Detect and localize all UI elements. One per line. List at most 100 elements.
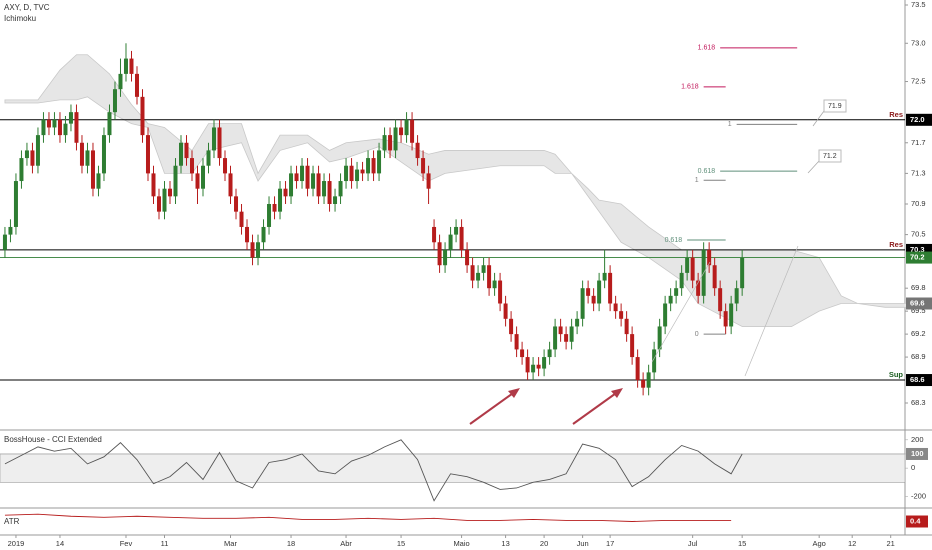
candle-body: [377, 150, 382, 174]
candle-body: [663, 303, 668, 327]
candle-body: [426, 173, 431, 189]
candle-body: [734, 288, 739, 304]
y-tick-label: 73.5: [911, 0, 926, 9]
price-tag-label: 70.2: [910, 253, 925, 262]
annotation-connector: [807, 160, 820, 174]
candle-body: [443, 249, 448, 266]
x-tick-label: 11: [161, 539, 169, 548]
cci-band: [0, 453, 906, 483]
x-tick-label: Abr: [340, 539, 352, 548]
candle-body: [8, 226, 13, 235]
candle-body: [382, 135, 387, 151]
candle-body: [162, 188, 167, 212]
atr-tick-label: 0.4: [910, 516, 921, 525]
candle-body: [509, 318, 514, 335]
y-tick-label: 68.3: [911, 398, 926, 407]
arrow: [572, 390, 620, 425]
candle-body: [740, 257, 745, 289]
x-tick-label: Mar: [224, 539, 237, 548]
candle-body: [223, 158, 228, 174]
candle-body: [657, 326, 662, 350]
candle-body: [498, 280, 503, 304]
candle-body: [24, 150, 29, 159]
candle-body: [35, 135, 40, 166]
candle-body: [366, 158, 371, 174]
arrow-head: [611, 388, 623, 398]
x-tick-label: Maio: [453, 539, 469, 548]
candle-body: [454, 226, 459, 235]
candle-body: [668, 295, 673, 304]
cci-line: [4, 439, 743, 502]
candle-body: [360, 169, 365, 174]
candle-body: [470, 265, 475, 281]
candle-body: [536, 364, 541, 369]
x-tick-label: 14: [56, 539, 64, 548]
fib-label: 1: [695, 177, 699, 184]
candle-body: [542, 357, 547, 369]
price-tag-label: 68.6: [910, 375, 925, 384]
candle-body: [476, 272, 481, 281]
candle-body: [201, 165, 206, 189]
y-tick-label: 70.9: [911, 199, 926, 208]
candle-body: [404, 119, 409, 136]
cci-tick-label: -200: [911, 491, 926, 500]
candle-body: [167, 188, 172, 197]
candle-body: [564, 334, 569, 342]
y-tick-label: 71.7: [911, 138, 926, 147]
arrows: [469, 388, 623, 425]
candle-body: [245, 226, 250, 243]
candle-body: [492, 280, 497, 289]
candle-body: [602, 272, 607, 281]
atr-tag: [906, 515, 928, 528]
candle-body: [459, 226, 464, 250]
candle-body: [19, 158, 24, 182]
candle-body: [96, 173, 101, 189]
candle-body: [685, 257, 690, 273]
candle-body: [503, 303, 508, 319]
candle-body: [85, 150, 90, 166]
candle-body: [696, 280, 701, 296]
price-tag: [906, 251, 932, 264]
candle-body: [338, 181, 343, 197]
candle-body: [393, 127, 398, 151]
candle-body: [707, 249, 712, 266]
y-tick-label: 69.8: [911, 283, 926, 292]
candle-body: [140, 96, 145, 136]
fib-label: 0.618: [665, 237, 683, 244]
candle-body: [349, 165, 354, 182]
candle-body: [30, 150, 35, 166]
fib-label: 0: [695, 331, 699, 338]
x-tick-label: 17: [606, 539, 614, 548]
x-tick-label: 15: [738, 539, 746, 548]
y-tick-label: 68.9: [911, 352, 926, 361]
candle-body: [112, 89, 117, 113]
level-name: Res: [889, 240, 903, 249]
candle-body: [399, 127, 404, 136]
x-tick-label: 13: [501, 539, 509, 548]
candle-body: [531, 364, 536, 373]
candle-body: [344, 165, 349, 182]
candle-body: [421, 158, 426, 174]
candle-body: [437, 242, 442, 266]
candle-body: [569, 326, 574, 342]
annotation: 71.9: [828, 103, 842, 110]
candle-body: [322, 181, 327, 197]
candle-body: [272, 204, 277, 212]
candle-body: [690, 257, 695, 281]
annotation-box: [823, 99, 847, 113]
candle-body: [432, 226, 437, 243]
candle-body: [679, 272, 684, 289]
candle-body: [239, 211, 244, 227]
candle-body: [586, 288, 591, 296]
fib-label: 1.618: [698, 45, 716, 52]
cci-tick-label: 0: [911, 463, 915, 472]
annotation: 71.2: [823, 153, 837, 160]
candle-body: [184, 142, 189, 159]
candle-body: [13, 181, 18, 227]
candle-body: [465, 249, 470, 266]
candle-body: [371, 158, 376, 174]
candle-body: [261, 226, 266, 243]
annotation-connector: [812, 110, 825, 127]
